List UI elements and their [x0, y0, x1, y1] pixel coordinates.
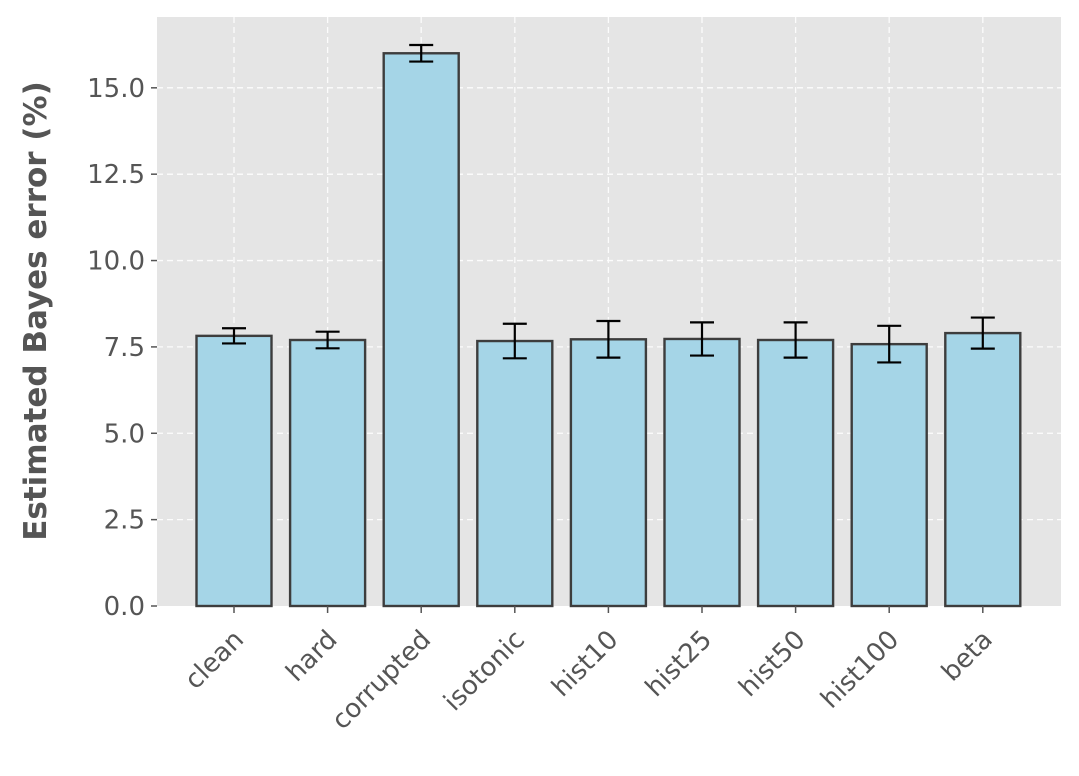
- x-tick-label: beta: [936, 625, 999, 688]
- y-tick-label: 7.5: [104, 333, 145, 363]
- bar-hist100: [850, 342, 928, 608]
- x-tick-label: hard: [281, 625, 344, 688]
- bar-hard: [288, 338, 367, 608]
- bar-hist50: [756, 338, 835, 608]
- y-tick-label: 10.0: [87, 247, 145, 277]
- y-tick-label: 2.5: [104, 506, 145, 536]
- bar-beta: [944, 331, 1022, 608]
- x-tick-label: isotonic: [438, 625, 530, 717]
- error-bars: [222, 43, 995, 364]
- bars: [195, 52, 1022, 608]
- x-tick-label: clean: [179, 625, 250, 696]
- x-tick-label: hist100: [815, 625, 905, 715]
- bar-hist25: [663, 337, 741, 608]
- bar-corrupted: [382, 52, 460, 608]
- x-tick-label: hist50: [733, 625, 811, 703]
- y-tick-label: 15.0: [87, 74, 145, 104]
- bar-clean: [195, 334, 273, 608]
- bar-hist10: [569, 338, 648, 608]
- bar-isotonic: [476, 339, 554, 608]
- x-tick-label: hist25: [640, 625, 718, 703]
- y-tick-label: 12.5: [87, 160, 145, 190]
- x-tick-label: hist10: [546, 625, 624, 703]
- y-tick-label: 0.0: [104, 592, 145, 622]
- x-tick-label: corrupted: [326, 625, 437, 736]
- y-axis-title: Estimated Bayes error (%): [18, 81, 54, 541]
- y-tick-label: 5.0: [104, 419, 145, 449]
